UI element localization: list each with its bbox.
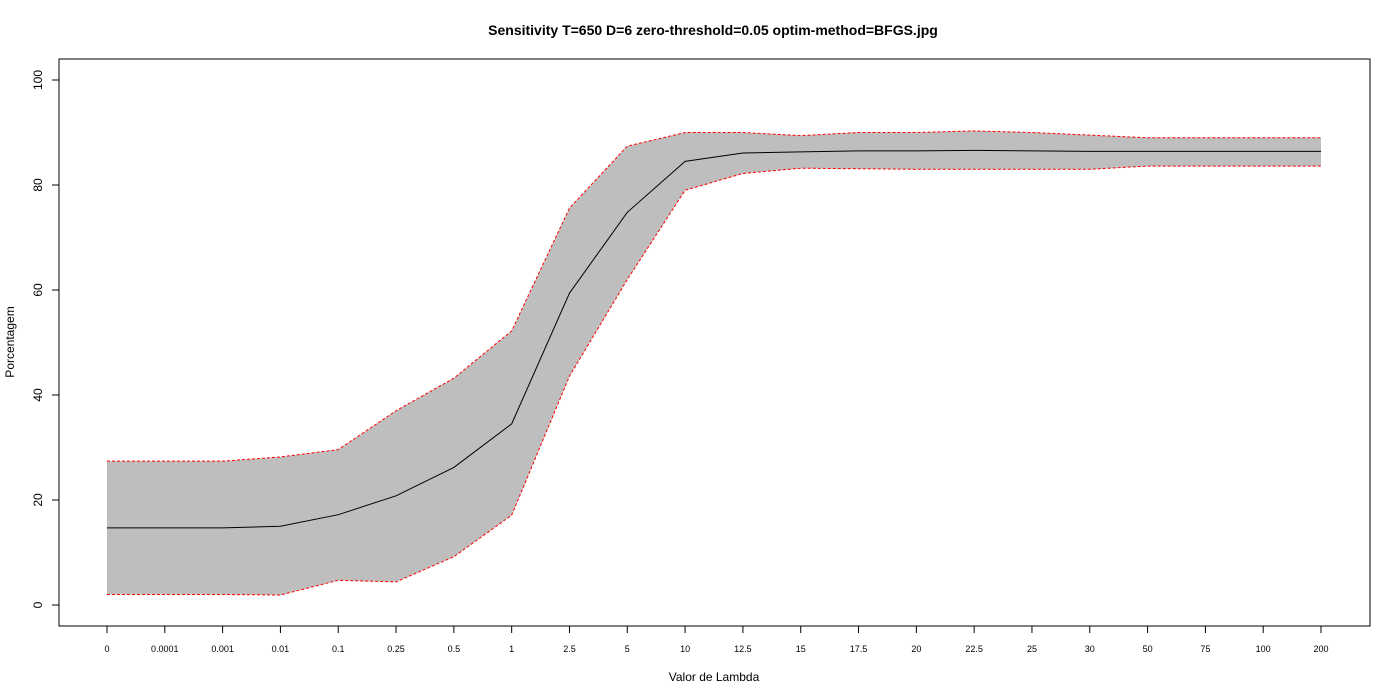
y-tick-label: 0 bbox=[31, 601, 45, 608]
x-axis-label: Valor de Lambda bbox=[669, 670, 760, 684]
x-tick-label: 0.5 bbox=[448, 644, 461, 654]
x-tick-label: 100 bbox=[1256, 644, 1271, 654]
x-tick-label: 10 bbox=[680, 644, 690, 654]
y-axis-label: Porcentagem bbox=[3, 306, 17, 377]
y-tick-label: 100 bbox=[31, 70, 45, 90]
y-tick-label: 20 bbox=[31, 493, 45, 507]
x-tick-label: 50 bbox=[1143, 644, 1153, 654]
y-axis: 0 20 40 60 80 100 bbox=[31, 70, 60, 608]
x-tick-label: 0.0001 bbox=[151, 644, 179, 654]
x-tick-label: 1 bbox=[509, 644, 514, 654]
x-tick-label: 22.5 bbox=[965, 644, 983, 654]
x-tick-label: 30 bbox=[1085, 644, 1095, 654]
x-tick-label: 0.01 bbox=[272, 644, 290, 654]
mean-line bbox=[107, 149, 1321, 529]
x-tick-label: 0.25 bbox=[387, 644, 405, 654]
x-axis: 0 0.0001 0.001 0.01 0.1 0.25 0.5 1 2.5 5 10 12.5 15 1… bbox=[104, 625, 1329, 654]
x-tick-label: 2.5 bbox=[563, 644, 576, 654]
plot-layer bbox=[107, 130, 1321, 596]
x-tick-label: 15 bbox=[796, 644, 806, 654]
y-tick-label: 80 bbox=[31, 178, 45, 192]
chart-title: Sensitivity T=650 D=6 zero-threshold=0.0… bbox=[488, 22, 938, 38]
y-tick-label: 40 bbox=[31, 388, 45, 402]
x-tick-label: 5 bbox=[625, 644, 630, 654]
x-tick-label: 12.5 bbox=[734, 644, 752, 654]
y-tick-label: 60 bbox=[31, 283, 45, 297]
x-tick-label: 0 bbox=[104, 644, 109, 654]
x-tick-label: 20 bbox=[911, 644, 921, 654]
x-tick-label: 25 bbox=[1027, 644, 1037, 654]
confidence-band bbox=[107, 130, 1321, 596]
x-tick-label: 75 bbox=[1200, 644, 1210, 654]
x-tick-label: 200 bbox=[1313, 644, 1328, 654]
x-tick-label: 17.5 bbox=[850, 644, 868, 654]
x-tick-label: 0.001 bbox=[211, 644, 234, 654]
upper-bound-line bbox=[107, 130, 1321, 462]
x-tick-label: 0.1 bbox=[332, 644, 345, 654]
lower-bound-line bbox=[107, 165, 1321, 596]
